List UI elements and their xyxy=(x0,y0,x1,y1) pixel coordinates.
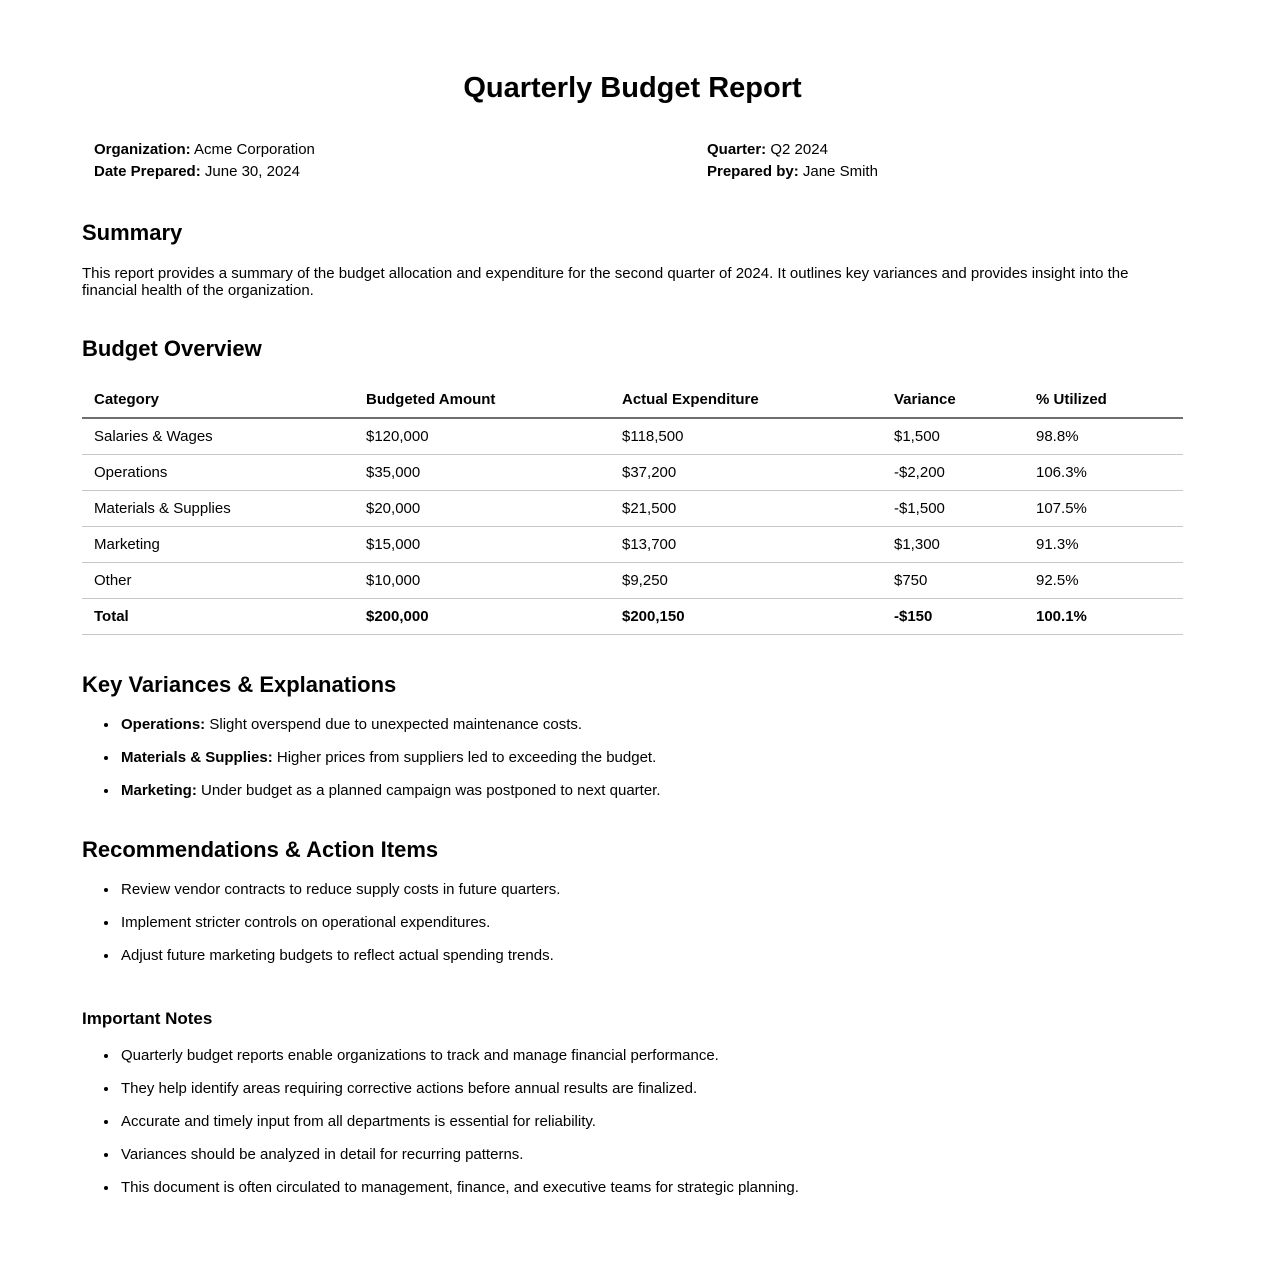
list-item: This document is often circulated to man… xyxy=(119,1178,1183,1197)
variance-text: Under budget as a planned campaign was p… xyxy=(196,782,661,799)
table-row: Materials & Supplies $20,000 $21,500 -$1… xyxy=(82,490,1183,527)
important-notes-list: Quarterly budget reports enable organiza… xyxy=(82,1046,1183,1197)
cell-category: Materials & Supplies xyxy=(82,490,366,527)
recommendations-list: Review vendor contracts to reduce supply… xyxy=(82,880,1183,965)
column-header-actual-expenditure: Actual Expenditure xyxy=(622,382,894,419)
column-header-variance: Variance xyxy=(894,382,1036,419)
cell-utilized: 98.8% xyxy=(1036,418,1183,455)
variance-term: Operations: xyxy=(121,716,206,733)
meta-date-prepared: Date Prepared: June 30, 2024 xyxy=(94,161,707,183)
date-prepared-label: Date Prepared: xyxy=(94,163,201,180)
list-item: Quarterly budget reports enable organiza… xyxy=(119,1046,1183,1065)
date-prepared-value: June 30, 2024 xyxy=(204,163,300,180)
list-item: Operations: Slight overspend due to unex… xyxy=(119,715,1183,734)
variance-text: Slight overspend due to unexpected maint… xyxy=(205,716,583,733)
organization-value: Acme Corporation xyxy=(194,141,315,158)
variance-term: Materials & Supplies: xyxy=(121,749,273,766)
key-variances-heading: Key Variances & Explanations xyxy=(82,672,397,697)
table-total-row: Total $200,000 $200,150 -$150 100.1% xyxy=(82,598,1183,635)
cell-variance: -$2,200 xyxy=(894,454,1036,491)
cell-actual: $118,500 xyxy=(622,418,894,455)
quarter-label: Quarter: xyxy=(707,141,767,158)
list-item: They help identify areas requiring corre… xyxy=(119,1079,1183,1098)
cell-total-label: Total xyxy=(82,598,366,635)
cell-utilized: 91.3% xyxy=(1036,526,1183,563)
cell-budgeted: $120,000 xyxy=(366,418,622,455)
key-variances-list: Operations: Slight overspend due to unex… xyxy=(82,715,1183,800)
summary-heading: Summary xyxy=(82,220,183,245)
prepared-by-value: Jane Smith xyxy=(802,163,878,180)
cell-utilized: 107.5% xyxy=(1036,490,1183,527)
column-header-category: Category xyxy=(82,382,366,419)
important-notes-heading: Important Notes xyxy=(82,1009,213,1028)
list-item: Marketing: Under budget as a planned cam… xyxy=(119,781,1183,800)
page-title: Quarterly Budget Report xyxy=(463,72,802,104)
meta-organization: Organization: Acme Corporation xyxy=(94,139,707,161)
meta-left-column: Organization: Acme Corporation Date Prep… xyxy=(94,139,707,183)
list-item: Accurate and timely input from all depar… xyxy=(119,1112,1183,1131)
list-item: Adjust future marketing budgets to refle… xyxy=(119,946,1183,965)
column-header-budgeted-amount: Budgeted Amount xyxy=(366,382,622,419)
cell-variance: $750 xyxy=(894,562,1036,599)
table-row: Other $10,000 $9,250 $750 92.5% xyxy=(82,562,1183,599)
cell-actual: $37,200 xyxy=(622,454,894,491)
cell-variance: $1,500 xyxy=(894,418,1036,455)
variance-term: Marketing: xyxy=(121,782,197,799)
cell-category: Operations xyxy=(82,454,366,491)
column-header-pct-utilized: % Utilized xyxy=(1036,382,1183,419)
meta-quarter: Quarter: Q2 2024 xyxy=(707,139,1183,161)
cell-budgeted: $10,000 xyxy=(366,562,622,599)
cell-category: Salaries & Wages xyxy=(82,418,366,455)
recommendations-heading: Recommendations & Action Items xyxy=(82,837,439,862)
cell-actual: $13,700 xyxy=(622,526,894,563)
cell-utilized: 106.3% xyxy=(1036,454,1183,491)
cell-category: Marketing xyxy=(82,526,366,563)
cell-variance: -$1,500 xyxy=(894,490,1036,527)
organization-label: Organization: xyxy=(94,141,191,158)
table-header-row: Category Budgeted Amount Actual Expendit… xyxy=(82,382,1183,419)
list-item: Review vendor contracts to reduce supply… xyxy=(119,880,1183,899)
cell-variance: $1,300 xyxy=(894,526,1036,563)
list-item: Variances should be analyzed in detail f… xyxy=(119,1145,1183,1164)
cell-budgeted: $15,000 xyxy=(366,526,622,563)
summary-paragraph: This report provides a summary of the bu… xyxy=(82,265,1129,299)
cell-total-actual: $200,150 xyxy=(622,598,894,635)
cell-total-budgeted: $200,000 xyxy=(366,598,622,635)
list-item: Materials & Supplies: Higher prices from… xyxy=(119,748,1183,767)
cell-budgeted: $20,000 xyxy=(366,490,622,527)
prepared-by-label: Prepared by: xyxy=(707,163,799,180)
meta-prepared-by: Prepared by: Jane Smith xyxy=(707,161,1183,183)
cell-budgeted: $35,000 xyxy=(366,454,622,491)
cell-utilized: 92.5% xyxy=(1036,562,1183,599)
table-row: Marketing $15,000 $13,700 $1,300 91.3% xyxy=(82,526,1183,563)
cell-total-variance: -$150 xyxy=(894,598,1036,635)
cell-total-utilized: 100.1% xyxy=(1036,598,1183,635)
cell-category: Other xyxy=(82,562,366,599)
table-row: Salaries & Wages $120,000 $118,500 $1,50… xyxy=(82,418,1183,455)
table-row: Operations $35,000 $37,200 -$2,200 106.3… xyxy=(82,454,1183,491)
meta-right-column: Quarter: Q2 2024 Prepared by: Jane Smith xyxy=(707,139,1183,183)
report-meta: Organization: Acme Corporation Date Prep… xyxy=(82,139,1183,183)
cell-actual: $9,250 xyxy=(622,562,894,599)
budget-table: Category Budgeted Amount Actual Expendit… xyxy=(82,382,1183,635)
budget-overview-heading: Budget Overview xyxy=(82,336,262,361)
quarter-value: Q2 2024 xyxy=(770,141,828,158)
cell-actual: $21,500 xyxy=(622,490,894,527)
list-item: Implement stricter controls on operation… xyxy=(119,913,1183,932)
variance-text: Higher prices from suppliers led to exce… xyxy=(272,749,657,766)
